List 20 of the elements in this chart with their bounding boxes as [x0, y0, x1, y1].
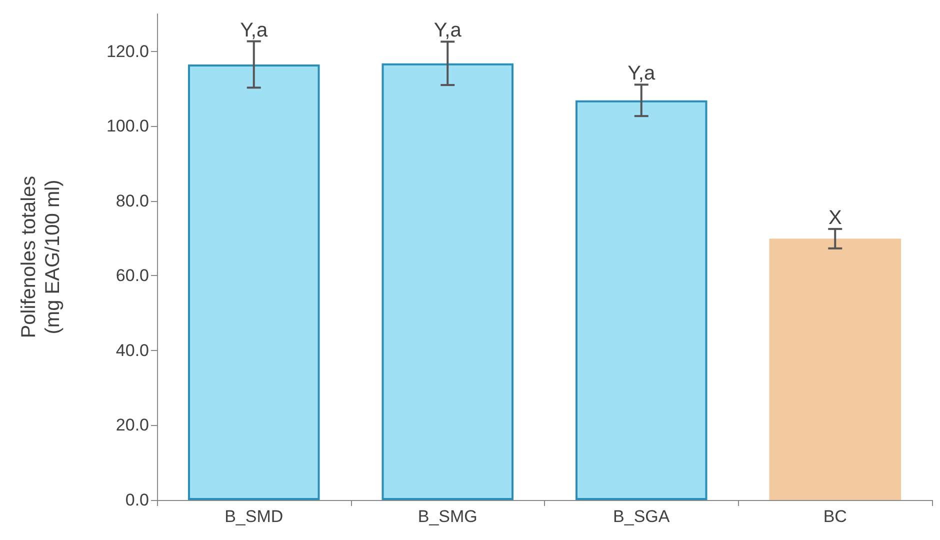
y-tick-label: 120.0: [106, 42, 149, 61]
annotation: Y,a: [434, 20, 462, 42]
x-tick-label: B_SGA: [613, 507, 670, 526]
bar: [382, 63, 514, 500]
y-tick-label: 60.0: [116, 266, 149, 286]
annotation: X: [828, 206, 842, 229]
y-tick-label: 40.0: [116, 340, 149, 360]
bar: [576, 100, 708, 500]
y-tick-label: 100.0: [106, 116, 149, 136]
x-tick-label: B_SMD: [224, 507, 284, 526]
bar: [188, 64, 320, 500]
x-tick-label: B_SMG: [418, 507, 478, 526]
y-tick-label: 0.0: [125, 490, 149, 510]
annotation: Y,a: [628, 62, 656, 85]
x-tick-label: BC: [823, 507, 847, 526]
bar: [769, 238, 901, 500]
y-tick-label: 20.0: [116, 416, 149, 435]
y-axis-title: Polifenoles totales (mg EAG/100 ml): [18, 176, 64, 338]
annotation: Y,a: [240, 19, 268, 42]
y-tick-label: 80.0: [116, 191, 149, 210]
